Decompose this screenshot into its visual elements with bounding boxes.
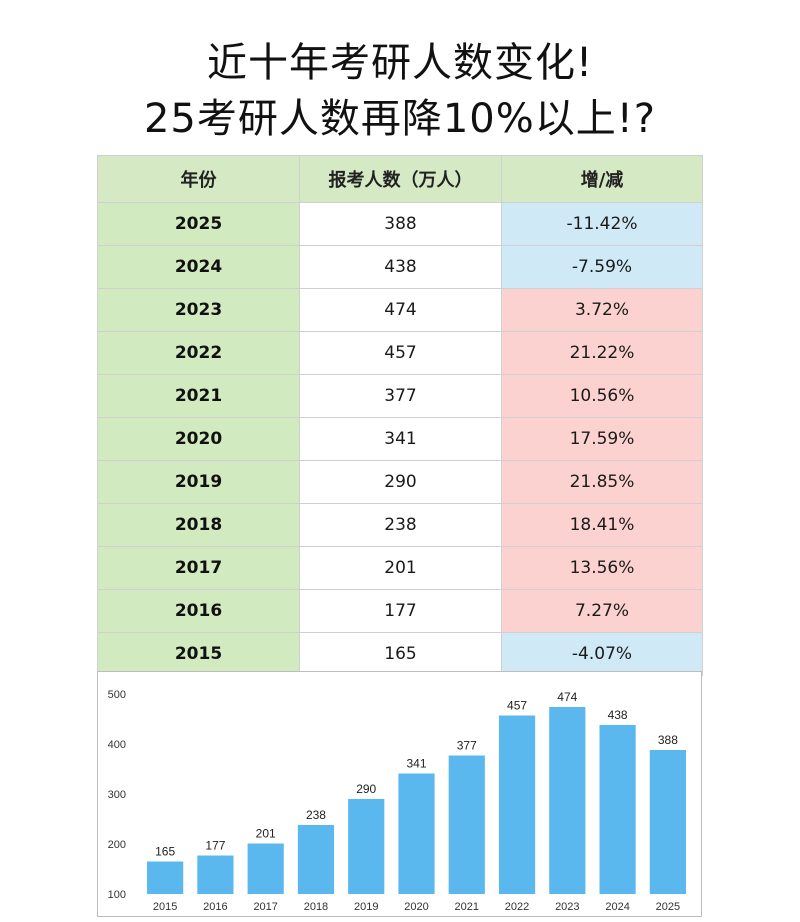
- x-tick-label: 2021: [455, 901, 479, 913]
- table-row: 2021 377 10.56%: [97, 374, 703, 418]
- change-cell: 21.85%: [501, 460, 703, 504]
- bar-2025: [649, 750, 686, 894]
- table-row: 2024 438 -7.59%: [97, 245, 703, 289]
- x-tick-label: 2019: [354, 901, 378, 913]
- bar-value-label: 438: [608, 708, 628, 722]
- bar-2016: [197, 855, 234, 894]
- bar-2020: [398, 773, 435, 894]
- x-tick-label: 2022: [505, 901, 529, 913]
- title-line-2: 25考研人数再降10%以上!?: [143, 96, 657, 142]
- change-cell: 7.27%: [501, 589, 703, 633]
- bar-value-label: 177: [205, 839, 225, 853]
- y-tick-label: 200: [108, 839, 126, 851]
- table-header-row: 年份 报考人数（万人） 增/减: [97, 155, 703, 203]
- bar-value-label: 201: [256, 827, 276, 841]
- table-row: 2022 457 21.22%: [97, 331, 703, 375]
- year-cell: 2017: [97, 546, 300, 590]
- count-cell: 341: [299, 417, 502, 461]
- year-cell: 2022: [97, 331, 300, 375]
- bar-value-label: 165: [155, 845, 175, 859]
- bar-2019: [348, 799, 385, 894]
- table-row: 2023 474 3.72%: [97, 288, 703, 332]
- change-cell: 13.56%: [501, 546, 703, 590]
- bar-chart-svg: 100 200 300 400 500 165 2015 177 2016 201 2017 238 2…: [108, 689, 686, 913]
- header-change: 增/减: [501, 155, 703, 203]
- bar-value-label: 474: [557, 690, 577, 704]
- bar-2021: [448, 755, 485, 894]
- count-cell: 238: [299, 503, 502, 547]
- year-cell: 2024: [97, 245, 300, 289]
- change-cell: 17.59%: [501, 417, 703, 461]
- bar-value-label: 457: [507, 699, 527, 713]
- year-cell: 2018: [97, 503, 300, 547]
- table-row: 2015 165 -4.07%: [97, 632, 703, 676]
- change-cell: -11.42%: [501, 202, 703, 246]
- count-cell: 177: [299, 589, 502, 633]
- count-cell: 388: [299, 202, 502, 246]
- bar-2024: [599, 725, 636, 894]
- header-year: 年份: [97, 155, 300, 203]
- bar-chart: 100 200 300 400 500 165 2015 177 2016 201 2017 238 2…: [97, 671, 702, 917]
- bar-value-label: 290: [356, 782, 376, 796]
- year-cell: 2023: [97, 288, 300, 332]
- x-tick-label: 2017: [253, 901, 277, 913]
- year-cell: 2020: [97, 417, 300, 461]
- year-cell: 2016: [97, 589, 300, 633]
- bar-value-label: 341: [406, 757, 426, 771]
- y-tick-label: 100: [108, 889, 126, 901]
- table-row: 2017 201 13.56%: [97, 546, 703, 590]
- year-cell: 2025: [97, 202, 300, 246]
- x-tick-label: 2016: [203, 901, 227, 913]
- change-cell: 18.41%: [501, 503, 703, 547]
- y-tick-label: 400: [108, 739, 126, 751]
- year-cell: 2015: [97, 632, 300, 676]
- y-tick-label: 500: [108, 689, 126, 701]
- count-cell: 165: [299, 632, 502, 676]
- count-cell: 290: [299, 460, 502, 504]
- table-row: 2018 238 18.41%: [97, 503, 703, 547]
- change-cell: -7.59%: [501, 245, 703, 289]
- table-row: 2016 177 7.27%: [97, 589, 703, 633]
- count-cell: 457: [299, 331, 502, 375]
- bar-2023: [549, 707, 586, 894]
- x-tick-label: 2020: [404, 901, 428, 913]
- table-row: 2019 290 21.85%: [97, 460, 703, 504]
- x-tick-label: 2018: [304, 901, 328, 913]
- header-count: 报考人数（万人）: [299, 155, 502, 203]
- year-cell: 2019: [97, 460, 300, 504]
- count-cell: 377: [299, 374, 502, 418]
- y-tick-label: 300: [108, 789, 126, 801]
- year-cell: 2021: [97, 374, 300, 418]
- x-tick-label: 2025: [656, 901, 680, 913]
- bar-value-label: 388: [658, 733, 678, 747]
- x-tick-label: 2024: [605, 901, 629, 913]
- change-cell: -4.07%: [501, 632, 703, 676]
- change-cell: 10.56%: [501, 374, 703, 418]
- x-tick-label: 2023: [555, 901, 579, 913]
- bar-value-label: 377: [457, 739, 477, 753]
- count-cell: 474: [299, 288, 502, 332]
- bar-2022: [498, 715, 536, 894]
- table-row: 2020 341 17.59%: [97, 417, 703, 461]
- change-cell: 21.22%: [501, 331, 703, 375]
- count-cell: 201: [299, 546, 502, 590]
- applicants-table: 年份 报考人数（万人） 增/减 2025 388 -11.42% 2024 438 -7.…: [97, 155, 703, 676]
- bar-2015: [147, 861, 184, 894]
- bar-2018: [297, 825, 335, 894]
- table-row: 2025 388 -11.42%: [97, 202, 703, 246]
- bar-2017: [247, 843, 284, 894]
- change-cell: 3.72%: [501, 288, 703, 332]
- count-cell: 438: [299, 245, 502, 289]
- title-line-1: 近十年考研人数变化!: [206, 40, 594, 86]
- x-tick-label: 2015: [153, 901, 177, 913]
- bar-value-label: 238: [306, 808, 326, 822]
